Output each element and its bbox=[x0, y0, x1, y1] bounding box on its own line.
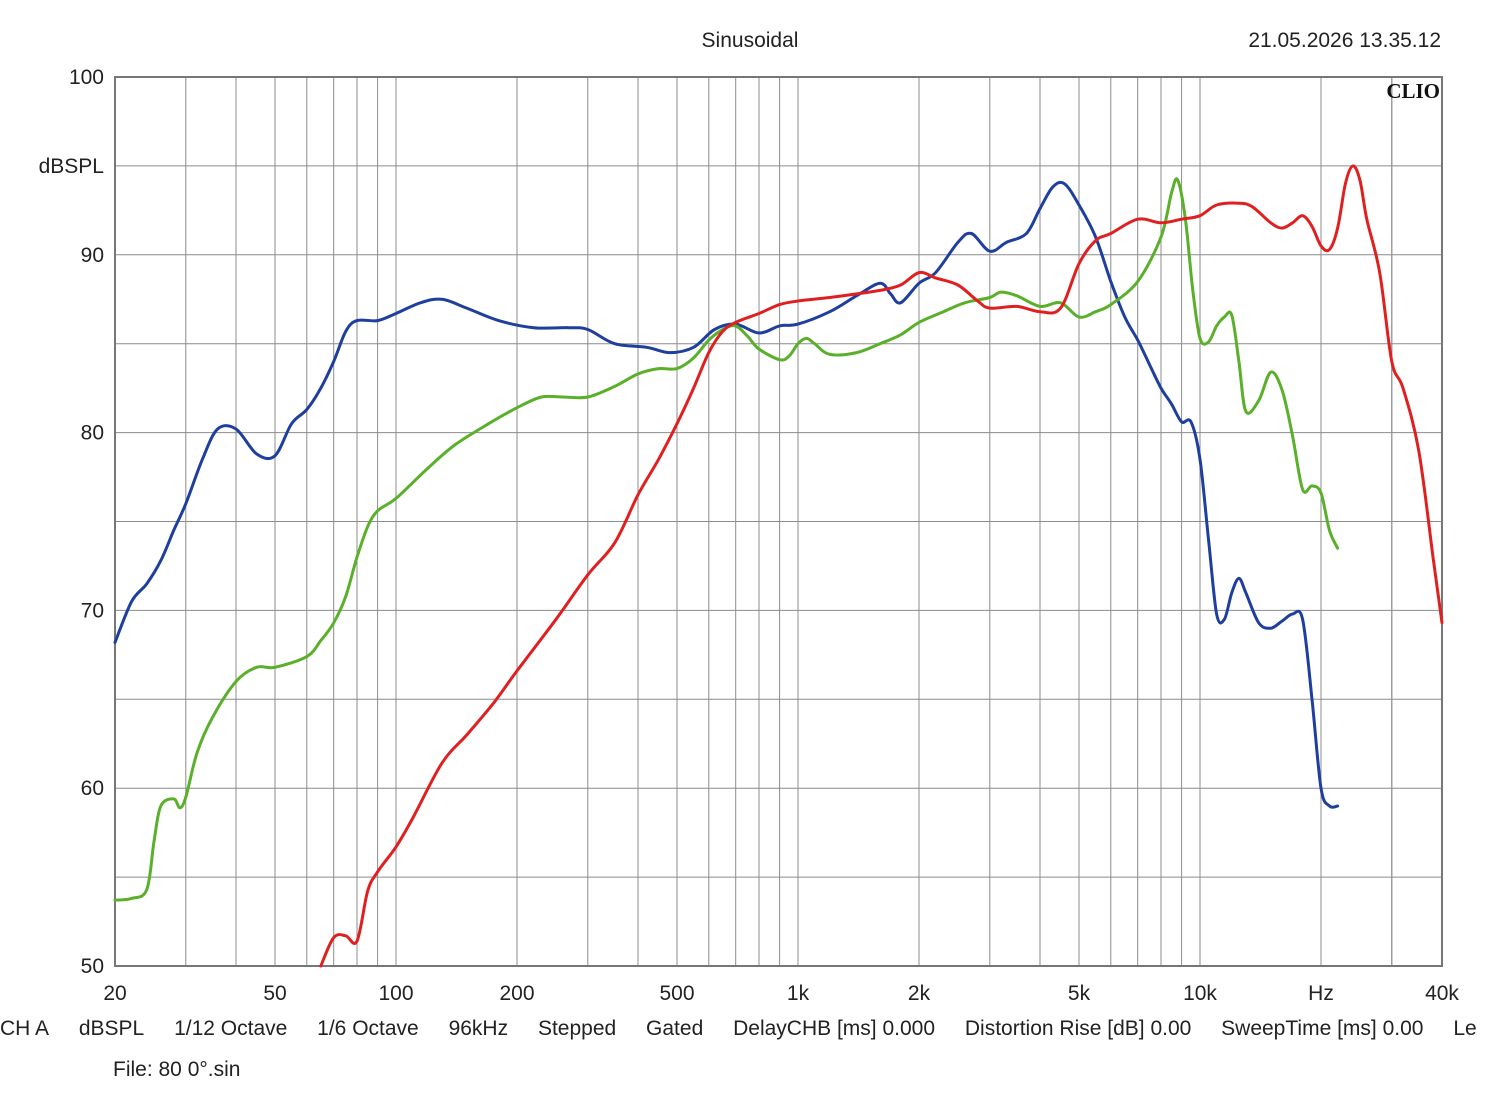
clio-logo: CLIO bbox=[1386, 79, 1440, 103]
y-tick-label: 100 bbox=[69, 66, 104, 89]
timestamp: 21.05.2026 13.35.12 bbox=[1248, 29, 1441, 52]
series-line-1 bbox=[113, 180, 1340, 809]
y-tick-label: 90 bbox=[81, 244, 104, 267]
x-tick-label: 2k bbox=[908, 982, 931, 1005]
y-tick-label: 60 bbox=[81, 777, 104, 800]
x-tick-labels: 20 50 100 200 500 1k 2k 5k 10k Hz 40k bbox=[103, 982, 1459, 1005]
footer-channel: CH A bbox=[0, 1017, 50, 1040]
y-tick-labels: 100 90 80 70 60 50 bbox=[69, 66, 104, 978]
x-tick-label: 200 bbox=[499, 982, 534, 1005]
x-tick-label: 1k bbox=[787, 982, 810, 1005]
footer-truncated-item: Le bbox=[1453, 1017, 1477, 1040]
series-layer bbox=[113, 164, 1444, 968]
x-tick-label: 40k bbox=[1425, 982, 1459, 1005]
grid bbox=[115, 77, 1442, 966]
footer-sample-rate: 96kHz bbox=[448, 1017, 509, 1040]
footer-sweep-mode: Stepped bbox=[537, 1017, 617, 1040]
chart-title: Sinusoidal bbox=[702, 29, 799, 52]
series-line-3 bbox=[319, 164, 1444, 968]
x-tick-label: 100 bbox=[378, 982, 413, 1005]
footer-sweep-time: SweepTime [ms] 0.00 bbox=[1221, 1017, 1424, 1040]
x-tick-label: 50 bbox=[263, 982, 286, 1005]
measurement-settings-bar: CH A dBSPL 1/12 Octave 1/6 Octave 96kHz … bbox=[0, 1017, 1500, 1041]
y-axis-label: dBSPL bbox=[39, 155, 104, 178]
footer-distortion-rise: Distortion Rise [dB] 0.00 bbox=[964, 1017, 1192, 1040]
y-tick-label: 50 bbox=[81, 955, 104, 978]
footer-unit: dBSPL bbox=[78, 1017, 145, 1040]
footer-smoothing: 1/6 Octave bbox=[317, 1017, 419, 1040]
footer-delay: DelayCHB [ms] 0.000 bbox=[733, 1017, 936, 1040]
y-tick-label: 80 bbox=[81, 422, 104, 445]
series-line-2 bbox=[113, 177, 1340, 902]
y-tick-label: 70 bbox=[81, 599, 104, 622]
frequency-response-chart: 100 90 80 70 60 50 20 50 100 200 500 1k 2k 5k 10k Hz 40… bbox=[39, 29, 1460, 1005]
x-tick-label: 20 bbox=[103, 982, 126, 1005]
x-tick-label: 5k bbox=[1068, 982, 1091, 1005]
footer-gating: Gated bbox=[646, 1017, 704, 1040]
plot-frame bbox=[114, 76, 1443, 967]
x-tick-label: 500 bbox=[659, 982, 694, 1005]
footer-resolution: 1/12 Octave bbox=[174, 1017, 288, 1040]
file-name: File: 80 0°.sin bbox=[113, 1058, 241, 1081]
x-tick-label: Hz bbox=[1308, 982, 1334, 1005]
x-tick-label: 10k bbox=[1183, 982, 1217, 1005]
